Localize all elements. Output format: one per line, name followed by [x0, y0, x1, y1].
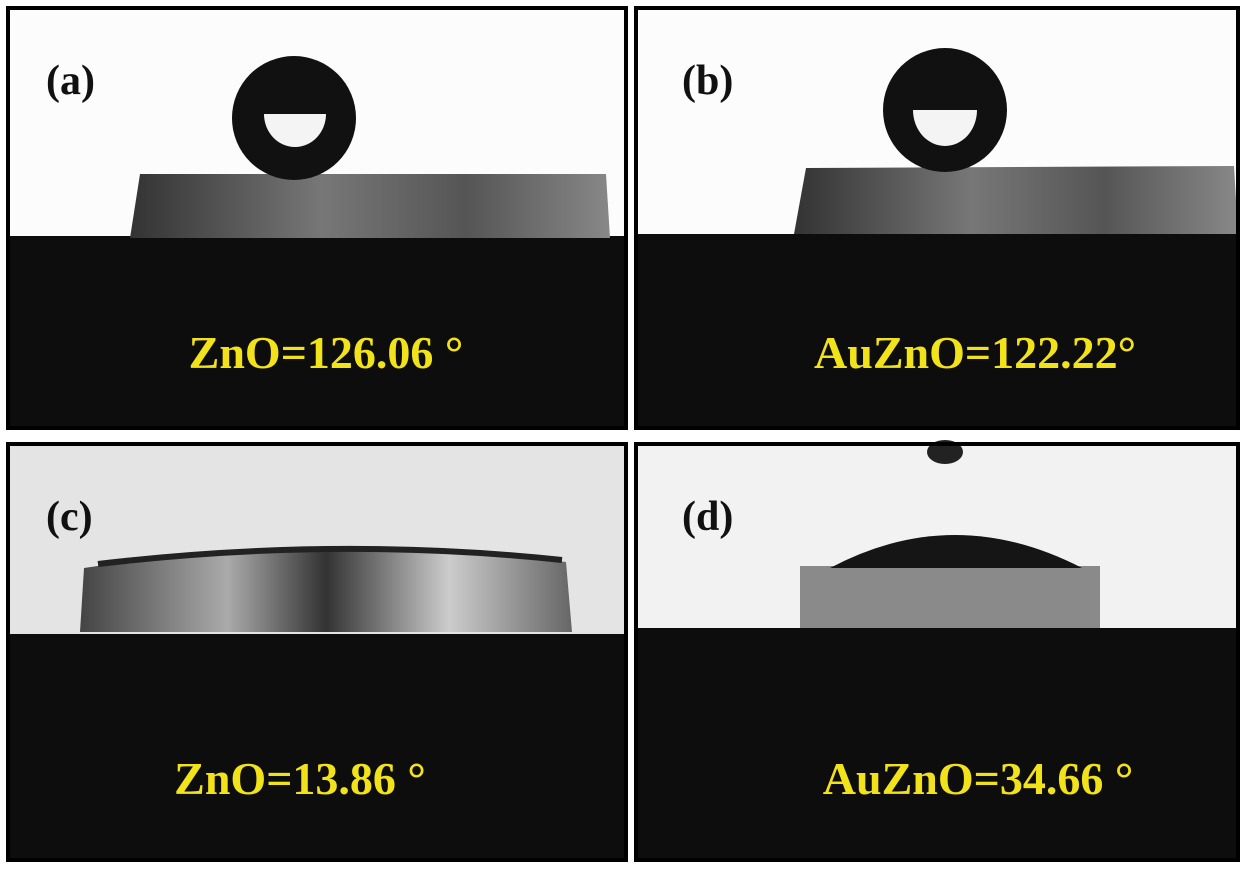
annotation: ZnO=13.86 ° — [174, 753, 426, 804]
panel-label: (b) — [682, 58, 733, 104]
substrate — [800, 566, 1100, 628]
substrate — [794, 166, 1238, 234]
panel-a: (a) ZnO=126.06 ° — [6, 6, 628, 430]
substrate — [130, 174, 610, 238]
panel-label: (c) — [46, 494, 93, 540]
annotation: AuZnO=122.22° — [814, 327, 1136, 378]
base — [6, 634, 628, 862]
annotation: AuZnO=34.66 ° — [823, 753, 1133, 804]
annotation: ZnO=126.06 ° — [189, 327, 464, 378]
panel-c: (c) ZnO=13.86 ° — [6, 442, 628, 862]
base — [634, 628, 1240, 862]
page: {"panels": [ {"label": "(a)", "annotatio… — [0, 0, 1244, 866]
panel-label: (d) — [682, 494, 733, 540]
panel-d: (d) AuZnO=34.66 ° — [634, 440, 1240, 862]
panel-label: (a) — [46, 58, 95, 104]
panel-b: (b) AuZnO=122.22° — [634, 6, 1240, 430]
figure: (a) ZnO=126.06 ° (b) AuZnO=122.22° (c) Z… — [0, 0, 1244, 866]
